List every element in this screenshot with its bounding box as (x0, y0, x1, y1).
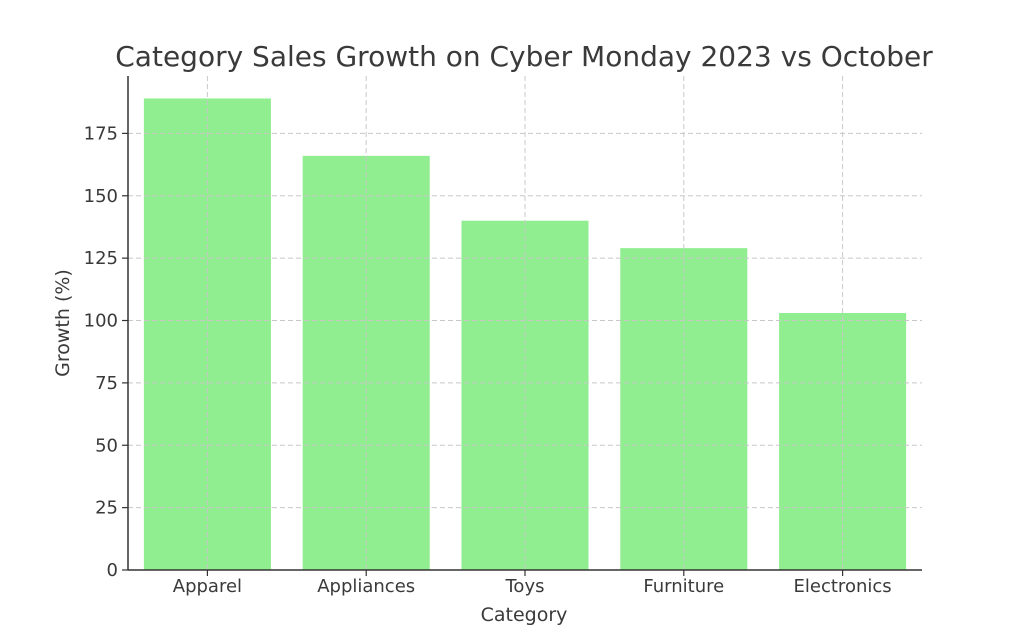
x-tick-label: Apparel (173, 576, 242, 597)
y-tick-label: 0 (107, 560, 118, 581)
chart-title: Category Sales Growth on Cyber Monday 20… (115, 40, 933, 73)
x-tick-label: Appliances (317, 576, 415, 597)
y-tick-label: 25 (95, 498, 118, 519)
y-tick-label: 150 (84, 186, 118, 207)
x-tick-label: Furniture (643, 576, 724, 597)
x-tick-label: Electronics (794, 576, 892, 597)
y-tick-label: 175 (84, 123, 118, 144)
x-tick-label: Toys (505, 576, 545, 597)
axes-layer: 0 25 50 75 100 125 150 175 Apparel Appliances Toys… (84, 76, 922, 597)
grid-layer (128, 76, 922, 571)
y-tick-label: 75 (95, 373, 118, 394)
y-axis-label: Growth (%) (52, 269, 74, 377)
y-tick-label: 125 (84, 248, 118, 269)
x-axis-label: Category (481, 604, 568, 626)
y-tick-label: 50 (95, 435, 118, 456)
y-tick-label: 100 (84, 311, 118, 332)
